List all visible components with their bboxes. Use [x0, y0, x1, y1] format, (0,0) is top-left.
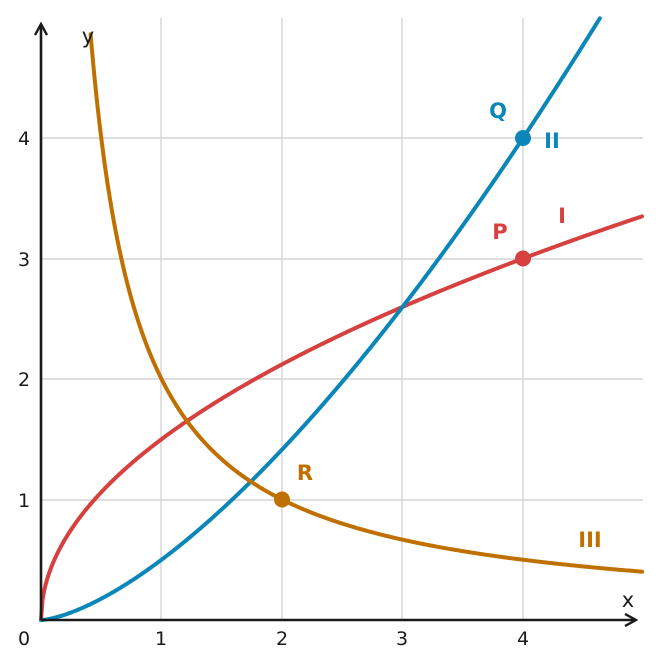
x-tick-label-1: 1 [155, 628, 167, 650]
x-tick-label-3: 3 [396, 628, 408, 650]
grid-lines [41, 18, 643, 620]
point-label-r: R [297, 461, 313, 485]
point-r [274, 491, 290, 508]
curve-label-i: I [558, 204, 566, 228]
curve-labels: I II III [544, 129, 602, 552]
y-tick-label-4: 4 [18, 128, 30, 150]
point-label-q: Q [489, 99, 507, 123]
curve-ii [39, 16, 602, 622]
x-axis-label: x [622, 588, 634, 612]
axes [41, 24, 636, 620]
y-tick-label-1: 1 [18, 490, 30, 512]
y-tick-label-2: 2 [18, 369, 30, 391]
curve-label-ii: II [544, 129, 560, 153]
points: P Q R [274, 99, 531, 508]
tick-labels: 0 1 2 3 4 1 2 3 4 x y [18, 24, 634, 650]
curves [39, 16, 645, 622]
y-axis-label: y [82, 24, 94, 48]
x-tick-label-4: 4 [517, 628, 529, 650]
curve-label-iii: III [578, 528, 601, 552]
origin-label: 0 [18, 628, 30, 650]
point-q [515, 130, 531, 146]
point-label-p: P [492, 220, 507, 244]
curve-i [39, 214, 644, 622]
point-p [515, 250, 531, 267]
curve-iii [88, 32, 645, 574]
y-tick-label-3: 3 [18, 249, 30, 271]
x-tick-label-2: 2 [276, 628, 288, 650]
